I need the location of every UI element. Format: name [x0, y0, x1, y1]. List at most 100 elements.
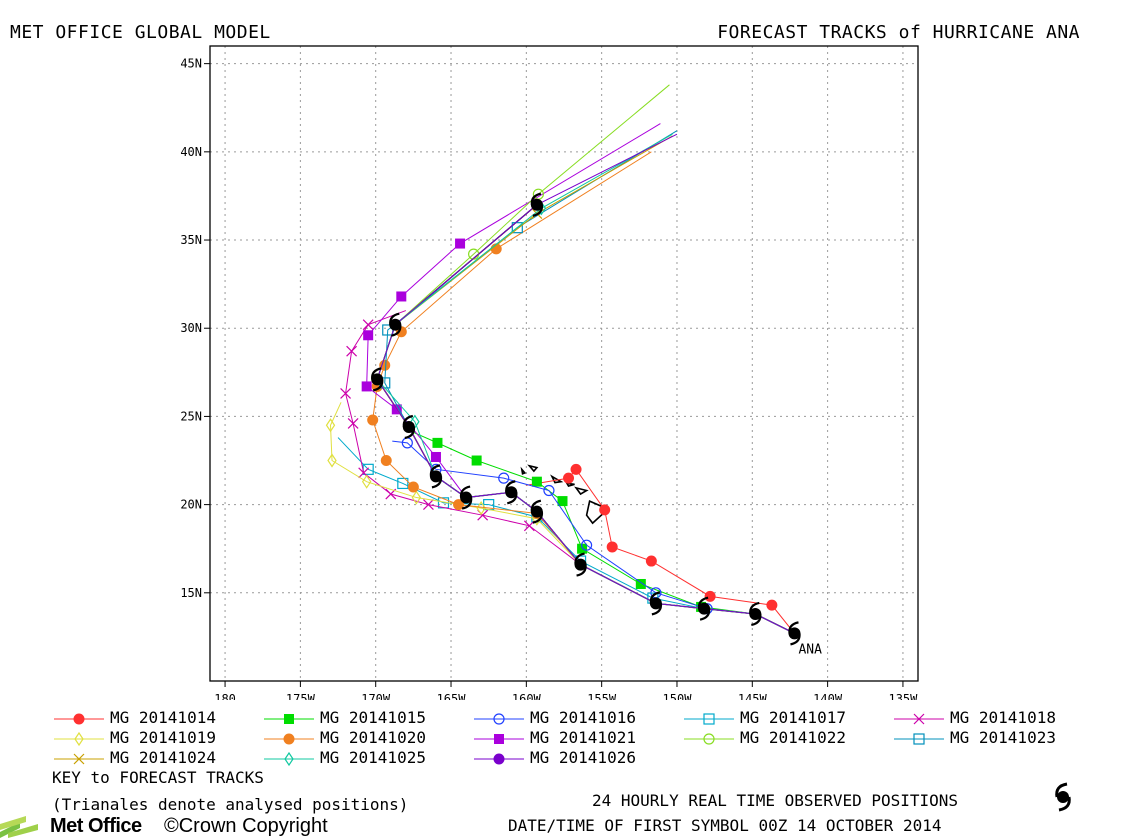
series-mg-20141023: [379, 130, 795, 634]
track-marker: [361, 474, 372, 489]
axes: 180 175W 170W 165W 160W 155W 150W 145W 140W 135W 1…: [180, 57, 918, 700]
legend-swatch: [684, 713, 734, 725]
track-marker: [913, 713, 925, 725]
x-tick-label: 180: [214, 692, 236, 700]
x-tick-label: 160W: [512, 692, 542, 700]
x-tick-label: 150W: [663, 692, 693, 700]
hurricane-eye: [530, 505, 543, 518]
y-tick-label: 25N: [180, 409, 202, 423]
legend-swatch: [894, 733, 944, 745]
hurricane-eye: [402, 421, 415, 433]
legend-label: MG 20141018: [950, 708, 1056, 727]
track-marker: [455, 238, 466, 249]
track-marker: [284, 714, 294, 724]
track-marker: [325, 418, 336, 433]
plot-frame: [209, 45, 919, 682]
hurricane-symbol-icon: [1055, 782, 1071, 812]
track-marker: [766, 599, 778, 611]
track-marker: [396, 291, 407, 302]
series-line: [384, 130, 795, 634]
track-marker: [407, 481, 419, 493]
x-tick-label: 135W: [888, 692, 918, 700]
legend-label: MG 20141019: [110, 728, 216, 747]
island-outline: [574, 486, 589, 496]
legend-label: MG 20141014: [110, 708, 216, 727]
hurricane-icon: [530, 499, 544, 524]
x-tick-label: 165W: [437, 692, 467, 700]
x-tick-label: 170W: [361, 692, 391, 700]
hurricane-eye: [649, 597, 662, 610]
legend-label: MG 20141026: [530, 748, 636, 767]
legend-swatch: [54, 713, 104, 725]
series-mg-20141014: [526, 463, 795, 634]
x-tick-label: 175W: [286, 692, 316, 700]
legend-label: MG 20141016: [530, 708, 636, 727]
legend-label: MG 20141015: [320, 708, 426, 727]
legend-swatch: [264, 751, 314, 767]
legend-label: MG 20141017: [740, 708, 846, 727]
legend-swatch: [54, 731, 104, 747]
hurricane-eye: [530, 198, 543, 211]
series-line: [366, 123, 795, 634]
track-marker: [476, 501, 486, 516]
legend-label: MG 20141025: [320, 748, 426, 767]
track-marker: [523, 520, 535, 532]
island-outline: [565, 482, 575, 488]
hurricane-icon: [371, 367, 384, 392]
crown-copyright: ©Crown Copyright: [164, 815, 328, 837]
island-outline: [550, 474, 564, 484]
first-symbol-label: DATE/TIME OF FIRST SYMBOL 00Z 14 OCTOBER…: [508, 816, 942, 835]
track-marker: [73, 713, 85, 725]
hurricane-icon: [574, 552, 587, 577]
track-marker: [570, 463, 582, 475]
track-marker: [362, 319, 374, 331]
legend-swatch: [894, 713, 944, 725]
series-mg-20141017: [337, 437, 795, 634]
hurricane-eye: [460, 491, 473, 504]
y-tick-label: 35N: [180, 233, 202, 247]
track-marker: [432, 437, 443, 448]
legend-swatch: [474, 753, 524, 765]
track-marker: [347, 418, 359, 429]
track-marker: [74, 731, 84, 747]
track-marker: [397, 477, 409, 490]
legend-swatch: [264, 733, 314, 745]
x-tick-label: 145W: [738, 692, 768, 700]
track-marker: [913, 733, 925, 745]
track-marker: [471, 455, 482, 466]
track-marker: [411, 490, 422, 505]
legend-swatch: [474, 713, 524, 725]
track-marker: [346, 345, 358, 357]
track-marker: [453, 499, 465, 511]
y-tick-label: 45N: [180, 57, 202, 71]
track-marker: [361, 381, 372, 392]
hurricane-icon: [429, 464, 443, 489]
hurricane-eye: [371, 373, 384, 386]
hurricane-icon: [788, 621, 801, 646]
island-outline: [520, 466, 527, 475]
series-mg-20141015: [413, 431, 795, 634]
track-marker: [284, 751, 294, 767]
series-line: [376, 133, 795, 634]
observed-positions: [371, 192, 801, 646]
observed-positions-label: 24 HOURLY REAL TIME OBSERVED POSITIONS: [592, 791, 959, 810]
hurricane-eye: [505, 486, 518, 499]
track-chart: 180 175W 170W 165W 160W 155W 150W 145W 140W 135W 1…: [180, 45, 919, 700]
key-title: KEY to FORECAST TRACKS: [52, 768, 264, 787]
track-marker: [577, 543, 588, 554]
track-marker: [367, 414, 379, 426]
island-outline: [527, 464, 539, 473]
series-mg-20141018: [340, 310, 795, 634]
hurricane-icon: [402, 414, 416, 440]
track-marker: [283, 733, 295, 745]
hurricane-eye: [749, 607, 762, 620]
track-marker: [543, 484, 555, 497]
hurricane-eye: [389, 318, 402, 331]
track-marker: [73, 753, 85, 765]
track-marker: [704, 590, 716, 602]
track-marker: [703, 733, 715, 745]
legend-label: MG 20141023: [950, 728, 1056, 747]
hurricane-icon: [749, 601, 762, 627]
track-marker: [363, 330, 374, 341]
track-marker: [493, 753, 505, 765]
